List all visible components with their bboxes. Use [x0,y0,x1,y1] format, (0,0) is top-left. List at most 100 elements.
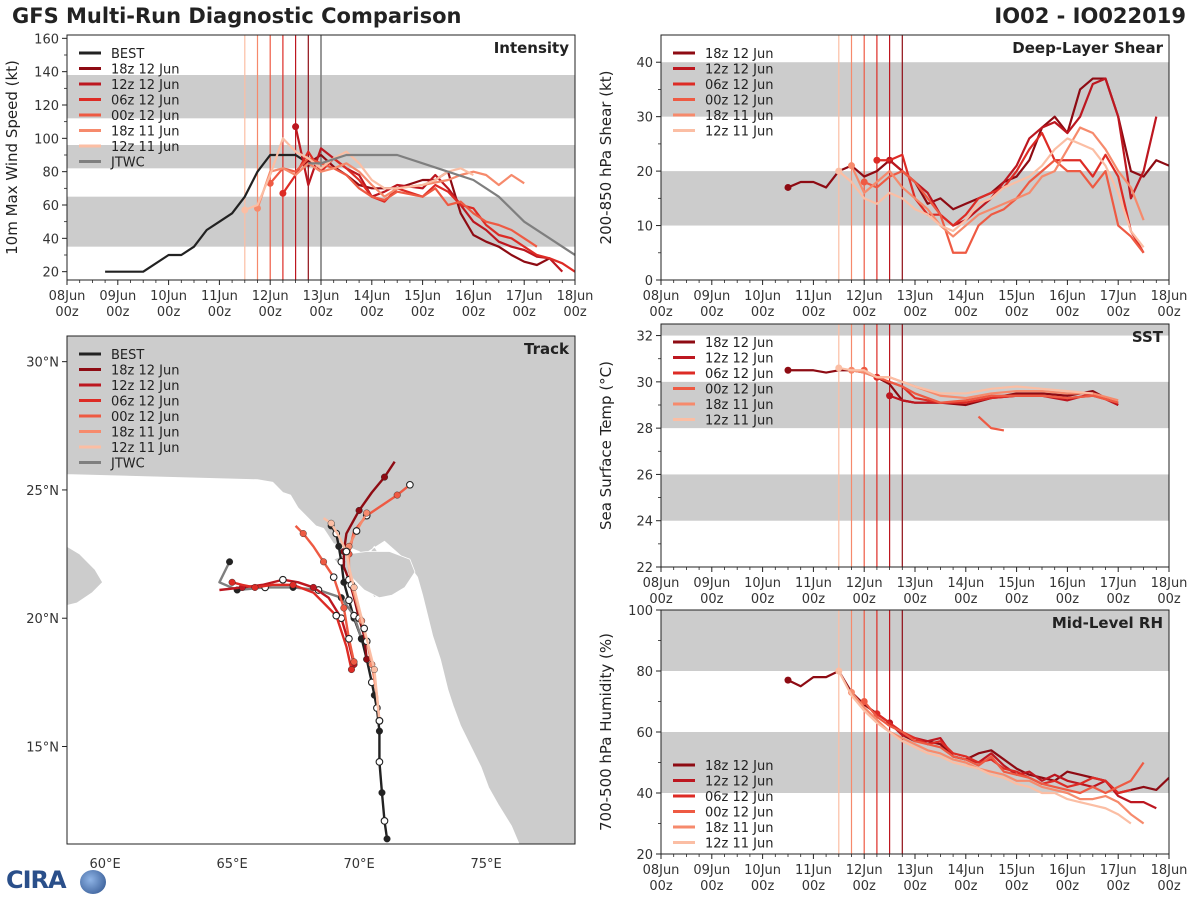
x-tick-label-hour: 00z [954,305,978,320]
x-tick-label-date: 08Jun [643,863,680,878]
x-tick-label-hour: 00z [700,305,724,320]
series-start-point [784,366,792,374]
x-tick-label: 60°E [89,857,120,872]
plot-area [67,336,575,844]
legend-label: 12z 12 Jun [705,63,774,78]
x-tick-label-date: 11Jun [795,576,832,591]
y-tick-label: 100 [628,604,653,619]
y-axis-label: 700-500 hPa Humidity (%) [597,633,615,831]
x-tick-label-hour: 00z [259,305,283,320]
x-tick-label-hour: 00z [700,592,724,607]
legend-label: BEST [111,348,144,363]
legend-label: 12z 12 Jun [705,775,774,790]
shaded-band [661,381,1169,429]
x-tick-label-date: 12Jun [252,289,289,304]
x-tick-label-date: 16Jun [455,289,492,304]
track-point [375,716,384,725]
y-tick-label: 20 [42,266,59,281]
track-point [332,611,341,620]
x-tick-label-hour: 00z [360,305,384,320]
track-point [355,506,363,514]
x-tick-label-hour: 00z [1157,592,1181,607]
y-tick-label: 40 [636,56,653,71]
x-tick-label-hour: 00z [1107,879,1131,894]
shaded-band [661,324,1169,336]
land-kathiawar [332,551,416,599]
x-tick-label-hour: 00z [903,879,927,894]
panel-title: Intensity [494,39,570,57]
track-point [342,547,351,556]
x-tick-label-hour: 00z [1107,305,1131,320]
series-start-point [241,206,249,214]
legend-label: 12z 12 Jun [111,379,180,394]
track-point [347,666,355,674]
x-tick-label-date: 13Jun [897,289,934,304]
y-tick-label: 25°N [26,484,59,499]
x-tick-label-date: 09Jun [693,289,730,304]
x-tick-label-hour: 00z [1107,592,1131,607]
x-tick-label-hour: 00z [106,305,130,320]
legend-label: 06z 12 Jun [705,367,774,382]
x-tick-label-hour: 00z [700,879,724,894]
x-tick-label-hour: 00z [309,305,333,320]
x-tick-label-hour: 00z [954,879,978,894]
track-point [381,473,389,481]
series-start-point [784,183,792,191]
x-tick-label-date: 09Jun [693,576,730,591]
track-point [380,817,389,825]
x-tick-label-date: 16Jun [1049,289,1086,304]
y-tick-label: 30°N [26,356,59,371]
y-tick-label: 32 [636,330,653,345]
x-tick-label-date: 14Jun [353,289,390,304]
y-tick-label: 20°N [26,612,59,627]
track-point [363,509,371,517]
x-tick-label-hour: 00z [1005,879,1029,894]
y-tick-label: 140 [34,66,59,81]
x-tick-label-hour: 00z [513,305,537,320]
track-line-18z-11-jun [347,512,381,721]
x-tick-label-date: 08Jun [49,289,86,304]
x-tick-label-date: 10Jun [744,576,781,591]
legend-label: 18z 12 Jun [705,336,774,351]
x-tick-label-hour: 00z [751,305,775,320]
x-tick-label-date: 12Jun [846,576,883,591]
series-line-12z-11-jun [837,670,1132,825]
series-start-point [292,123,300,131]
x-tick-label-date: 15Jun [998,863,1035,878]
track-point [251,583,259,591]
y-tick-label: 20 [636,165,653,180]
series-line-best [105,153,321,273]
series-start-point [860,698,868,705]
track-point [375,727,383,735]
series-start-point [886,392,894,400]
y-tick-label: 22 [636,561,653,576]
x-tick-label-date: 14Jun [947,863,984,878]
x-tick-label-hour: 00z [853,592,877,607]
legend-label: 18z 12 Jun [705,759,774,774]
series-line-12z-11-jun [244,137,474,212]
y-tick-label: 160 [34,32,59,47]
x-tick-label-hour: 00z [1157,305,1181,320]
track-point [309,583,317,591]
legend-label: JTWC [110,457,145,472]
x-tick-label-hour: 00z [649,305,673,320]
y-tick-label: 26 [636,468,653,483]
x-tick-label-hour: 00z [1157,879,1181,894]
legend-label: 12z 11 Jun [705,125,774,140]
track-point [228,578,236,586]
x-tick-label-hour: 00z [853,305,877,320]
legend-label: 12z 12 Jun [705,352,774,367]
legend-label: 00z 12 Jun [705,94,774,109]
x-tick-label-date: 16Jun [1049,576,1086,591]
track-point [360,624,369,633]
y-tick-label: 80 [42,166,59,181]
y-axis-label: Sea Surface Temp (°C) [597,361,615,530]
legend-label: 18z 11 Jun [111,426,180,441]
plot-area [67,35,575,280]
series-line-06z-12-jun [876,712,1132,795]
x-tick-label: 70°E [343,857,374,872]
x-tick-label-hour: 00z [649,592,673,607]
cira-logo-text: CIRA [6,866,67,894]
globe-icon [80,870,106,894]
y-tick-label: 40 [42,232,59,247]
